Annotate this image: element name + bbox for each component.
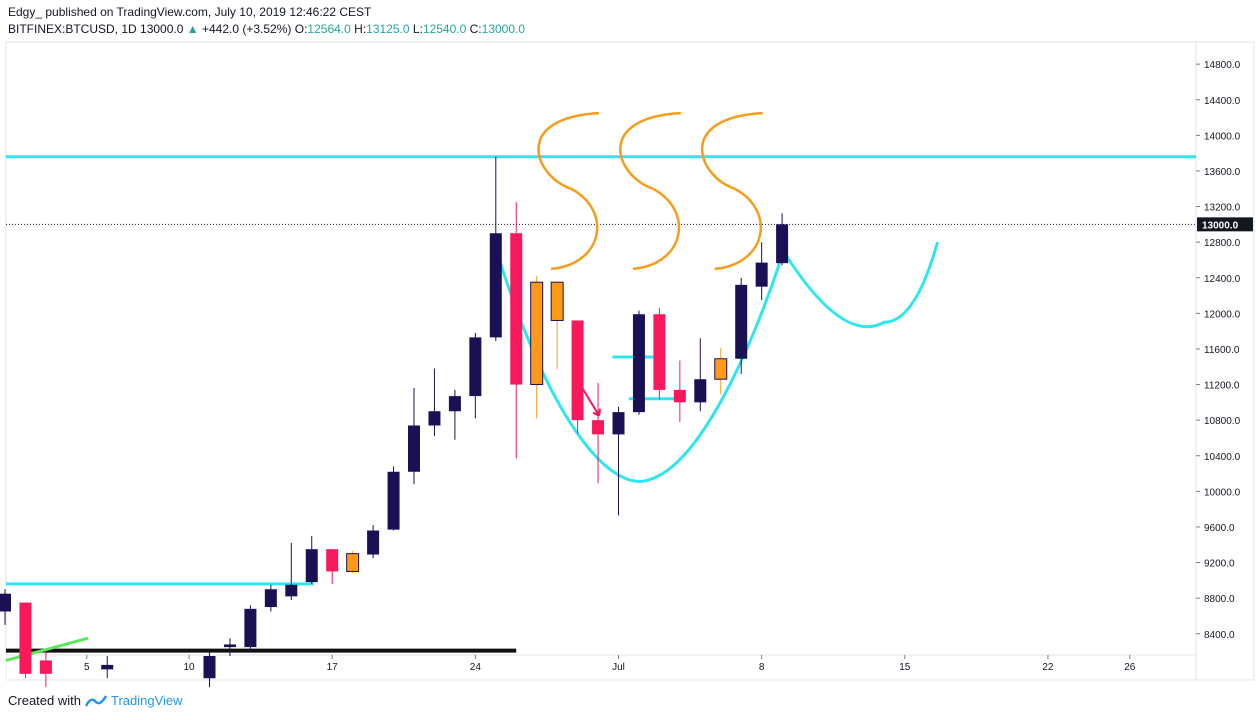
low-value: 12540.0 [422,22,467,36]
last-price-tag [1197,217,1253,232]
publish-text: published on TradingView.com, July 10, 2… [45,5,372,19]
candle-body[interactable] [755,262,768,287]
up-arrow-icon: ▲ [186,22,199,36]
y-tick-label: 14800.0 [1204,60,1241,71]
candle-body[interactable] [346,553,360,572]
tradingview-brand[interactable]: TradingView [110,693,183,708]
candle-body[interactable] [592,420,605,435]
publish-info: Edgy_ published on TradingView.com, July… [8,4,525,21]
candle-body[interactable] [469,337,482,397]
candle-body[interactable] [428,411,441,426]
y-tick-label: 12400.0 [1204,274,1241,285]
plot-area[interactable] [5,41,1197,656]
candle-body[interactable] [448,396,461,412]
projection-curve[interactable] [784,241,939,329]
footer: Created with TradingView [8,693,183,708]
candle-body[interactable] [264,589,277,608]
x-tick-label: 22 [1042,662,1054,673]
candle-body[interactable] [0,593,11,612]
candle-body[interactable] [305,549,318,583]
close-value: 13000.0 [481,22,526,36]
candle-body[interactable] [408,425,420,472]
y-tick-label: 13200.0 [1204,203,1241,214]
created-with-text: Created with [8,693,81,708]
candle-body[interactable] [653,314,666,390]
y-tick-label: 8400.0 [1204,630,1235,641]
smoke-swirl-2[interactable] [619,111,681,271]
candle-body[interactable] [550,281,564,321]
candle-body[interactable] [19,602,32,674]
low-label: L: [412,22,423,36]
candle-body[interactable] [510,233,523,385]
y-tick-label: 12800.0 [1204,238,1241,249]
y-tick-label: 14400.0 [1204,96,1241,107]
high-value: 13125.0 [366,22,410,36]
chart-header: Edgy_ published on TradingView.com, July… [8,4,525,38]
candle-body[interactable] [489,233,502,338]
price-axis[interactable] [1195,41,1255,681]
candle-body[interactable] [387,471,400,530]
close-label: C: [469,22,482,36]
last-price: 13000.0 [140,22,184,36]
y-tick-label: 9600.0 [1204,523,1235,534]
candle-body[interactable] [101,664,114,670]
y-tick-label: 12000.0 [1204,309,1241,320]
candle-body[interactable] [612,412,625,435]
open-label: O: [294,22,308,36]
smoke-swirl-1[interactable] [537,111,600,271]
candle-body[interactable] [367,530,380,555]
candle-body[interactable] [571,320,584,421]
x-tick-label: Jul [612,662,625,673]
author-name[interactable]: Edgy_ [8,5,43,19]
x-tick-label: 8 [759,662,765,673]
candle-body[interactable] [735,284,748,359]
y-tick-label: 13600.0 [1204,167,1241,178]
x-tick-label: 10 [183,662,195,673]
x-tick-label: 24 [470,662,482,673]
candle-body[interactable] [39,660,52,674]
y-tick-label: 9200.0 [1204,559,1235,570]
candle-body[interactable] [203,656,216,679]
y-tick-label: 11200.0 [1204,381,1240,392]
candle-body[interactable] [632,314,645,413]
x-tick-label: 5 [84,662,90,673]
high-label: H: [354,22,367,36]
candle-body[interactable] [714,358,728,380]
open-value: 12564.0 [307,22,351,36]
y-tick-label: 10400.0 [1204,452,1241,463]
candle-body[interactable] [244,608,257,648]
smoke-swirl-3[interactable] [700,111,763,271]
y-tick-label: 10800.0 [1204,416,1241,427]
x-tick-label: 26 [1124,662,1136,673]
x-tick-label: 15 [899,662,911,673]
candle-body[interactable] [530,281,544,386]
candle-body[interactable] [326,549,339,572]
y-tick-label: 8800.0 [1204,594,1235,605]
tradingview-logo-icon [84,694,107,707]
y-tick-label: 14000.0 [1204,131,1241,142]
y-tick-label: 10000.0 [1204,487,1241,498]
candle-body[interactable] [776,224,789,264]
change-value: +442.0 (+3.52%) [202,22,292,36]
x-tick-label: 17 [327,662,339,673]
left-margin [0,655,6,690]
last-price-tag-label: 13000.0 [1202,220,1239,231]
candle-body[interactable] [285,584,298,597]
y-tick-label: 11600.0 [1204,345,1240,356]
candle-body[interactable] [673,389,686,403]
candle-body[interactable] [223,644,236,648]
price-chart[interactable]: 8400.0 8800.0 9200.0 9600.0 10000.0 10400.0 10… [0,0,1259,690]
symbol-label: BITFINEX:BTCUSD, 1D [8,22,137,36]
ohlc-info: BITFINEX:BTCUSD, 1D 13000.0 ▲ +442.0 (+3… [8,21,525,38]
candle-body[interactable] [694,379,707,403]
